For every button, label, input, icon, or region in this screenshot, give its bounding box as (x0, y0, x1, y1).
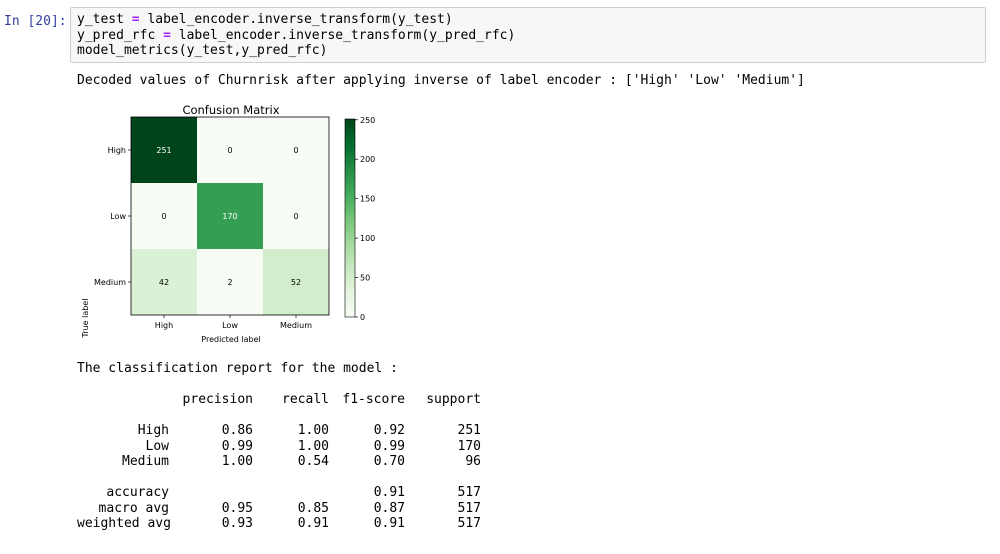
y-tick-label: High (108, 146, 126, 155)
code-text: label_encoder.inverse_transform(y_test) (139, 12, 453, 27)
row-label: High (137, 423, 169, 438)
matrix-cell (131, 249, 197, 315)
matrix-cell (263, 183, 329, 249)
cell-value: 251 (156, 146, 171, 155)
x-tick-label: Low (222, 321, 238, 330)
report-header-row: precision recall f1-score support (77, 392, 481, 408)
report-summary-row: accuracy 0.91 517 (77, 485, 481, 501)
row-f1: 0.99 (373, 438, 405, 454)
row-recall: 0.54 (297, 454, 329, 469)
row-support: 96 (465, 454, 481, 469)
report-row: Low 0.99 1.00 0.99 170 (77, 439, 481, 455)
cell-value: 0 (161, 212, 166, 221)
row-support: 517 (457, 516, 481, 531)
code-text: label_encoder.inverse_transform(y_pred_r… (170, 27, 516, 43)
colorbar-tick-label: 100 (360, 234, 375, 243)
code-text: y_test (77, 12, 132, 27)
code-line: y_test = label_encoder.inverse_transform… (77, 12, 979, 28)
matrix-cell (263, 249, 329, 315)
header-support: support (426, 392, 481, 407)
header-f1-score: f1-score (342, 392, 405, 407)
matrix-cell (131, 117, 197, 183)
colorbar (344, 118, 356, 318)
matrix-cell (197, 183, 263, 249)
y-tick-label: Medium (94, 278, 126, 287)
code-line: y_pred_rfc = label_encoder.inverse_trans… (77, 28, 979, 44)
report-row: Medium 1.00 0.54 0.70 96 (77, 454, 481, 470)
code-operator: = (131, 12, 140, 27)
colorbar-tick-label: 0 (360, 313, 365, 322)
header-recall: recall (282, 392, 329, 407)
matrix-cell (263, 117, 329, 183)
row-precision: 0.93 (221, 516, 253, 531)
row-precision: 0.99 (221, 438, 253, 454)
chart-title: Confusion Matrix (182, 103, 279, 117)
y-tick-label: Low (110, 212, 126, 221)
row-recall: 1.00 (297, 438, 329, 454)
cell-value: 170 (222, 212, 237, 221)
header-precision: precision (182, 392, 253, 407)
row-f1: 0.70 (373, 454, 405, 469)
report-row: High 0.86 1.00 0.92 251 (77, 423, 481, 439)
row-support: 517 (457, 500, 481, 516)
report-summary-row: weighted avg 0.93 0.91 0.91 517 (77, 516, 481, 532)
report-heading: The classification report for the model … (77, 361, 398, 376)
row-label: Medium (122, 454, 169, 469)
cell-value: 0 (293, 146, 298, 155)
row-precision: 0.86 (221, 423, 253, 438)
confusion-matrix-figure: Confusion Matrix True label Predicted la… (76, 100, 396, 355)
code-operator: = (163, 27, 171, 43)
row-label: weighted avg (77, 516, 171, 531)
classification-report: precision recall f1-score support High 0… (77, 392, 481, 532)
row-recall: 1.00 (297, 423, 329, 438)
code-line: model_metrics(y_test,y_pred_rfc) (77, 43, 979, 59)
matrix-cell (197, 117, 263, 183)
cell-value: 52 (291, 278, 301, 287)
row-support: 517 (457, 485, 481, 500)
row-precision: 0.95 (221, 500, 253, 516)
decoded-values-output: Decoded values of Churnrisk after applyi… (77, 73, 805, 88)
report-blank-row (77, 470, 124, 486)
cell-prompt: In [20]: (4, 14, 67, 29)
colorbar-tick-label: 150 (360, 195, 375, 204)
matrix-cell (131, 183, 197, 249)
colorbar-tick-label: 250 (360, 116, 375, 125)
report-summary-row: macro avg 0.95 0.85 0.87 517 (77, 501, 481, 517)
row-f1: 0.91 (373, 516, 405, 531)
colorbar-tick-label: 200 (360, 155, 375, 164)
cell-value: 0 (227, 146, 232, 155)
code-text: model_metrics(y_test,y_pred_rfc) (77, 43, 328, 58)
code-text: y_pred_rfc (77, 27, 164, 43)
x-tick-label: Medium (280, 321, 312, 330)
row-support: 251 (457, 423, 481, 438)
row-label: Low (145, 438, 169, 454)
report-blank-row (77, 408, 124, 424)
code-cell-input[interactable]: y_test = label_encoder.inverse_transform… (70, 7, 986, 63)
cell-value: 0 (293, 212, 298, 221)
row-label: accuracy (106, 485, 169, 500)
row-f1: 0.87 (373, 500, 405, 516)
x-axis-label: Predicted label (201, 335, 260, 344)
cell-value: 2 (227, 278, 232, 287)
row-f1: 0.91 (373, 485, 405, 500)
row-precision: 1.00 (221, 454, 253, 469)
matrix-cell (197, 249, 263, 315)
y-axis-label: True label (81, 299, 90, 339)
row-recall: 0.85 (297, 500, 329, 516)
row-recall: 0.91 (297, 516, 329, 531)
cell-value: 42 (159, 278, 169, 287)
confusion-matrix-chart: Confusion Matrix True label Predicted la… (81, 103, 375, 344)
row-label: macro avg (98, 500, 169, 516)
row-support: 170 (457, 438, 481, 454)
row-f1: 0.92 (373, 423, 405, 438)
colorbar-tick-label: 50 (360, 274, 370, 283)
x-tick-label: High (155, 321, 173, 330)
